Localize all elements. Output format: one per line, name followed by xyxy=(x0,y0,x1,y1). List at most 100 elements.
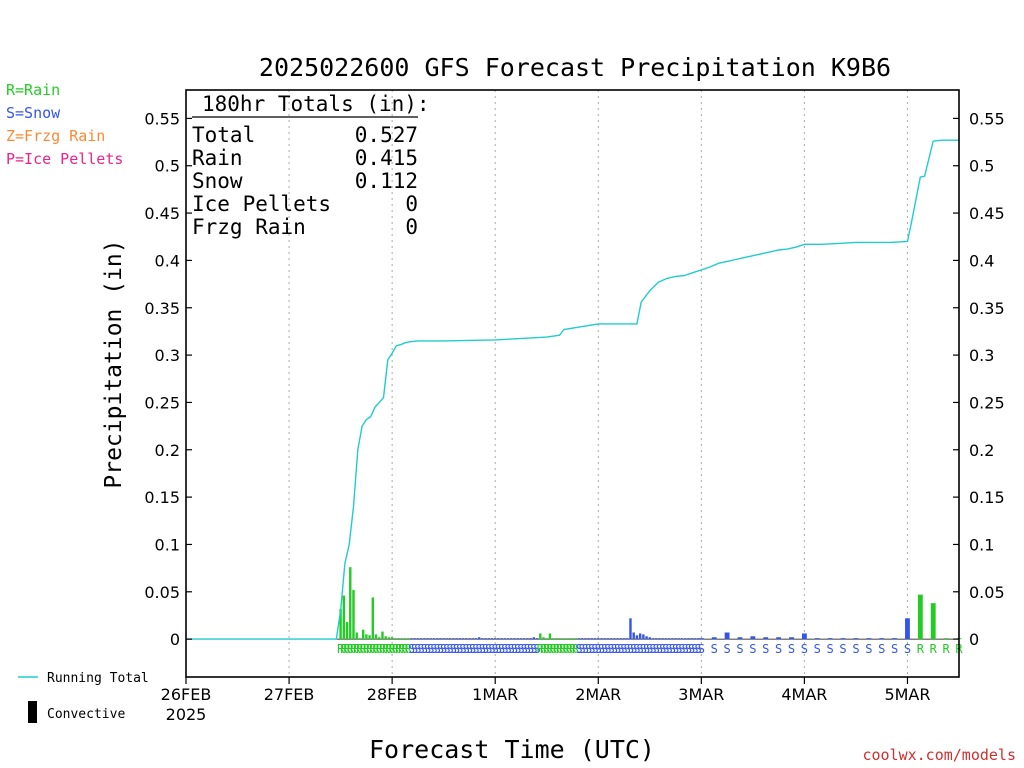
totals-label-ice-pellets: Ice Pellets xyxy=(192,192,331,216)
x-tick-label: 27FEB xyxy=(264,685,315,704)
ptype-letter: S xyxy=(839,642,846,656)
y-tick-label: 0.25 xyxy=(969,393,1005,412)
ptype-letter: S xyxy=(723,642,730,656)
ptype-letter: S xyxy=(614,642,621,656)
ptype-letter: R xyxy=(546,642,554,656)
totals-box: 180hr Totals (in): Total 0.527 Rain 0.41… xyxy=(192,92,430,239)
precip-bar xyxy=(390,637,394,640)
ptype-letter: R xyxy=(385,642,393,656)
precip-bar xyxy=(510,638,513,640)
precip-bar xyxy=(680,638,684,640)
ptype-letter: S xyxy=(666,642,673,656)
precip-bar xyxy=(352,589,355,640)
precip-bar xyxy=(516,638,519,640)
ptype-letter: R xyxy=(562,642,570,656)
precip-bar xyxy=(468,638,471,640)
precip-bar xyxy=(448,638,452,640)
precip-bar xyxy=(397,638,400,640)
ptype-letter: R xyxy=(559,642,567,656)
ptype-letter: S xyxy=(443,642,450,656)
ptype-letter: S xyxy=(495,642,502,656)
x-tick-label: 4MAR xyxy=(781,685,827,704)
ptype-letter: S xyxy=(585,642,592,656)
precip-bar xyxy=(696,638,700,640)
ptype-letter: S xyxy=(469,642,476,656)
ptype-letter: S xyxy=(646,642,653,656)
ptype-letter: R xyxy=(347,642,355,656)
ptype-letter: S xyxy=(424,642,431,656)
y-tick-label: 0 xyxy=(170,630,180,649)
precip-bar xyxy=(461,638,465,640)
ptype-letter: S xyxy=(617,642,624,656)
precip-bar xyxy=(827,638,833,640)
x-axis-title: Forecast Time (UTC) xyxy=(369,735,655,764)
precip-bar xyxy=(513,638,516,640)
precip-bar xyxy=(574,638,577,640)
precip-bar xyxy=(658,638,661,640)
ptype-letter: S xyxy=(575,642,582,656)
precip-bar xyxy=(539,633,542,640)
ptype-letter: R xyxy=(569,642,577,656)
ptype-key-legend: R=Rain S=Snow Z=Frzg Rain P=Ice Pellets xyxy=(6,81,123,168)
y-tick-label: 0.15 xyxy=(969,488,1005,507)
precip-bar xyxy=(387,637,391,640)
ptype-letter: S xyxy=(682,642,689,656)
precip-bar xyxy=(535,638,539,640)
ptype-letter: S xyxy=(414,642,421,656)
precip-bar xyxy=(545,638,548,640)
precip-bar xyxy=(677,638,680,640)
precip-bar xyxy=(642,634,645,640)
precip-bar xyxy=(651,638,655,640)
precip-bar xyxy=(789,637,794,640)
precip-bar xyxy=(529,638,532,640)
x-tick-label: 5MAR xyxy=(884,685,930,704)
legend-frzg-rain: Z=Frzg Rain xyxy=(6,127,105,145)
ptype-letter: S xyxy=(604,642,611,656)
precip-bar xyxy=(349,567,352,640)
y-tick-label: 0.5 xyxy=(969,157,994,176)
ptype-letter: S xyxy=(437,642,444,656)
ptype-letter: S xyxy=(891,642,898,656)
y-tick-label: 0.2 xyxy=(155,441,180,460)
precip-bar xyxy=(930,603,936,640)
precip-bar xyxy=(613,638,616,640)
y-tick-label: 0.5 xyxy=(155,157,180,176)
y-tick-label: 0.45 xyxy=(969,204,1005,223)
ptype-letter: S xyxy=(459,642,466,656)
precip-bar xyxy=(853,638,859,640)
precip-bar xyxy=(558,638,561,640)
ptype-letter: R xyxy=(398,642,406,656)
precip-bar xyxy=(866,638,872,640)
y-tick-label: 0.05 xyxy=(969,583,1005,602)
ptype-letter: S xyxy=(508,642,515,656)
precip-bar xyxy=(423,638,426,640)
ptype-letter: R xyxy=(372,642,380,656)
ptype-letter: S xyxy=(852,642,859,656)
precip-bar xyxy=(568,638,571,640)
precip-bar xyxy=(410,638,413,640)
ptype-letter: S xyxy=(608,642,615,656)
precip-bar xyxy=(724,632,730,640)
precip-bar xyxy=(580,638,584,640)
precip-bar xyxy=(763,637,769,640)
ptype-letter: R xyxy=(917,642,925,656)
precip-bar xyxy=(394,638,397,640)
precip-bar xyxy=(622,638,626,640)
ptype-letter: S xyxy=(430,642,437,656)
precip-bar xyxy=(711,637,717,640)
ptype-letter: R xyxy=(382,642,390,656)
precip-bar xyxy=(655,638,658,640)
precip-bar xyxy=(584,638,587,640)
x-tick-label: 2MAR xyxy=(575,685,621,704)
y-tick-label: 0.1 xyxy=(155,535,180,554)
precip-bar xyxy=(442,638,445,640)
legend-ice-pellets: P=Ice Pellets xyxy=(6,150,123,168)
precip-bar xyxy=(361,629,365,640)
y-axis-left: 0 0.05 0.1 0.15 0.2 0.25 0.3 0.35 0.4 0.45 0.5 0.55 xyxy=(144,109,192,649)
precip-bar xyxy=(432,638,436,640)
ptype-letter: S xyxy=(527,642,534,656)
ptype-letter: S xyxy=(624,642,631,656)
plot-frame xyxy=(185,89,960,678)
precip-bar xyxy=(737,637,743,640)
ptype-letter: S xyxy=(598,642,605,656)
